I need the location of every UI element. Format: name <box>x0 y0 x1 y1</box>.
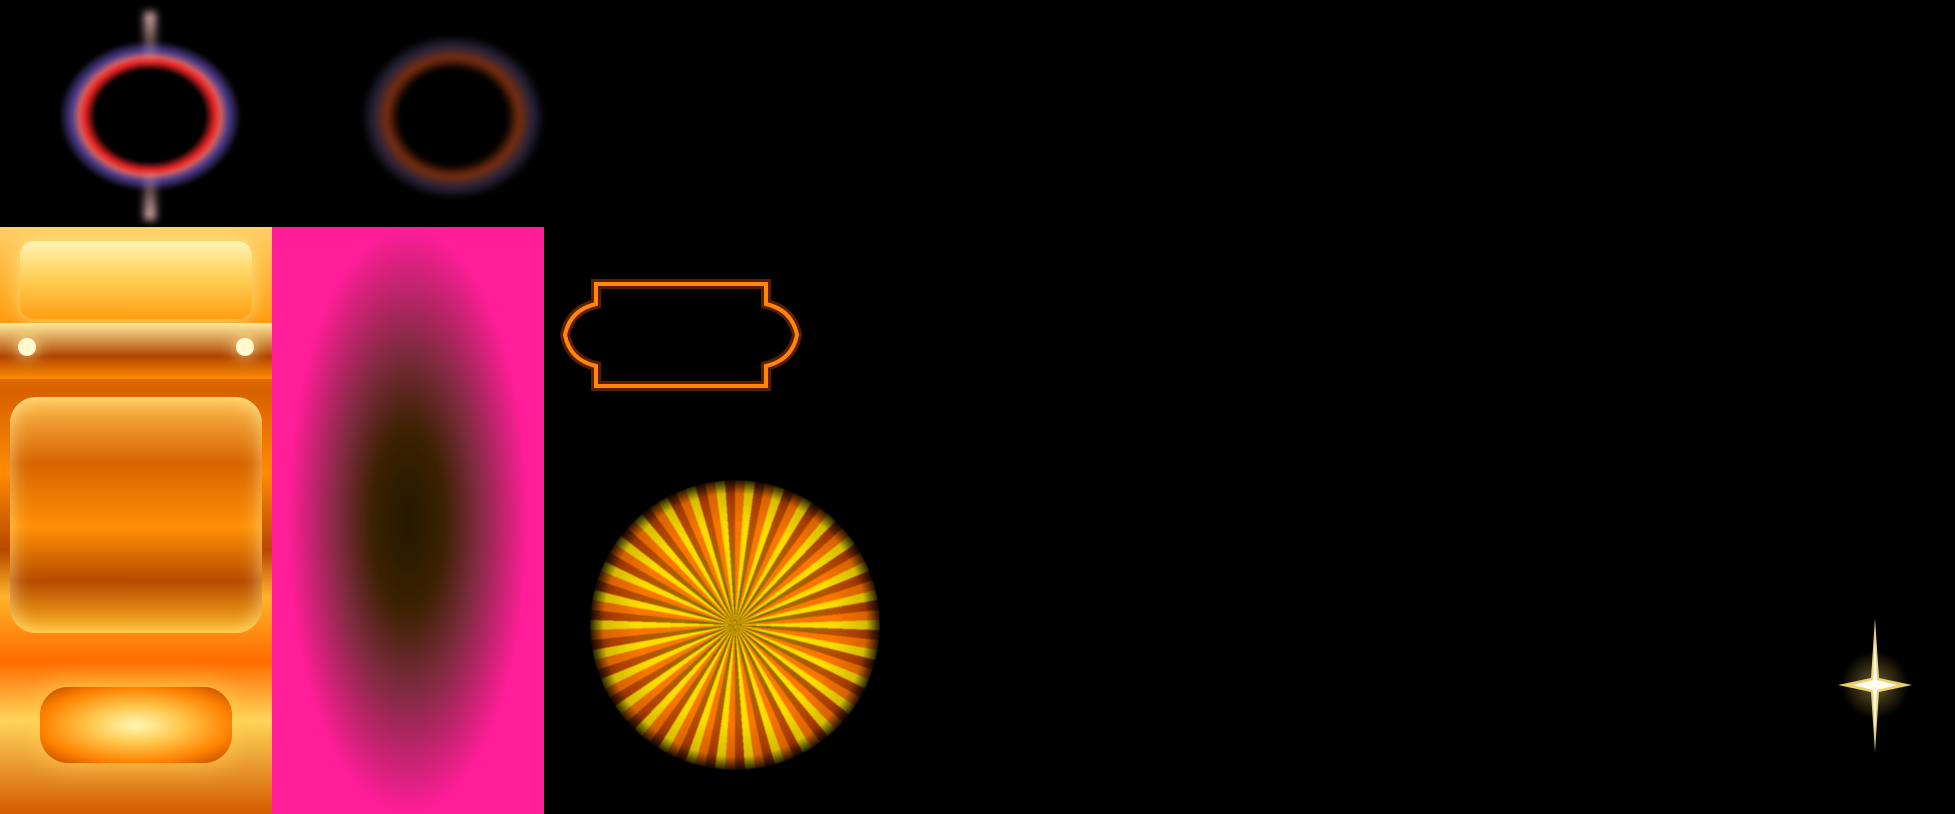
slot-light-right <box>236 338 254 356</box>
sparkle-icon <box>1838 618 1912 752</box>
frame-glint-icon <box>1030 270 1250 490</box>
frame-glint-icon <box>1138 560 1356 796</box>
slot-machine-drum <box>10 397 262 633</box>
frame-glint-icon <box>814 252 1034 476</box>
slot-light-left <box>18 338 36 356</box>
frame-glint-icon <box>1356 560 1574 796</box>
frame-glint-icon <box>1712 122 1928 336</box>
glow-ring-dim-icon <box>338 14 568 220</box>
slot-machine-lid <box>20 241 252 319</box>
ornament-frame-icon <box>559 279 803 391</box>
frame-glint-icon <box>620 16 842 234</box>
frame-glint-icon <box>1470 320 1688 540</box>
frame-glint-icon <box>842 14 1062 234</box>
frame-glint-icon <box>1492 106 1706 312</box>
frame-glint-icon <box>1276 60 1488 262</box>
starburst-icon <box>590 480 880 770</box>
slot-machine-band <box>0 323 272 379</box>
frame-glint-icon <box>1690 346 1904 570</box>
slot-machine-base <box>40 687 232 763</box>
slot-machine-icon <box>0 227 272 814</box>
glow-ring-bright-icon <box>30 16 270 216</box>
frame-glint-icon <box>1250 292 1470 516</box>
pink-glow-panel-icon <box>272 227 544 814</box>
frame-glint-icon <box>1060 38 1278 244</box>
frame-glint-icon <box>1574 560 1792 796</box>
frame-glint-icon <box>920 560 1138 796</box>
